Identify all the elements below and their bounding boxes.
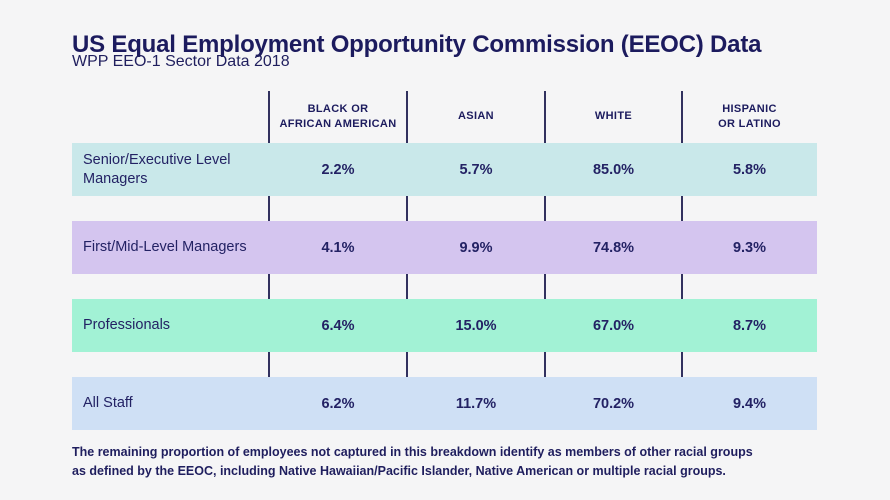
row-label: First/Mid-Level Managers <box>83 239 247 256</box>
value-cell: 9.3% <box>732 239 767 256</box>
column-header-black-or-african-american: BLACK OR AFRICAN AMERICAN <box>269 90 407 143</box>
row-label: Senior/Executive Level Managers <box>83 151 231 187</box>
footnote-line: The remaining proportion of employees no… <box>72 445 753 459</box>
column-header-label: BLACK OR <box>307 102 369 115</box>
value-cell: 6.2% <box>321 395 355 412</box>
column-header-label: HISPANIC <box>722 102 777 115</box>
value-cell: 6.4% <box>321 317 355 334</box>
value-cell: 5.7% <box>459 161 493 178</box>
row-label-header-spacer <box>72 90 269 143</box>
page-title: US Equal Employment Opportunity Commissi… <box>72 31 762 59</box>
value-cell: 8.7% <box>732 317 767 334</box>
value-cell: 85.0% <box>592 161 635 178</box>
value-cell: 9.9% <box>459 239 493 256</box>
column-header-label: WHITE <box>594 110 633 123</box>
page-subtitle: WPP EEO-1 Sector Data 2018 <box>72 53 290 70</box>
table-row-all-staff: All Staff 6.2% 11.7% 70.2% 9.4% <box>72 377 817 430</box>
table-header-row: BLACK OR AFRICAN AMERICAN ASIAN WHITE HI… <box>72 90 817 143</box>
value-cell: 2.2% <box>321 161 355 178</box>
eeoc-table: BLACK OR AFRICAN AMERICAN ASIAN WHITE HI… <box>72 90 817 430</box>
value-cell: 15.0% <box>455 317 497 334</box>
column-header-label: OR LATINO <box>718 117 781 130</box>
table-row-first-mid-level-managers: First/Mid-Level Managers 4.1% 9.9% 74.8%… <box>72 221 817 274</box>
value-cell: 11.7% <box>455 395 497 412</box>
table-row-senior-executive-level-managers: Senior/Executive Level Managers 2.2% 5.7… <box>72 143 817 196</box>
column-header-asian: ASIAN <box>407 90 545 143</box>
value-cell: 9.4% <box>732 395 767 412</box>
value-cell: 70.2% <box>592 395 635 412</box>
column-header-label: AFRICAN AMERICAN <box>279 117 397 130</box>
value-cell: 5.8% <box>732 161 767 178</box>
column-header-white: WHITE <box>545 90 682 143</box>
table-row-professionals: Professionals 6.4% 15.0% 67.0% 8.7% <box>72 299 817 352</box>
row-label: All Staff <box>83 395 133 412</box>
value-cell: 74.8% <box>592 239 635 256</box>
footnote: The remaining proportion of employees no… <box>72 443 753 482</box>
row-label: Professionals <box>83 317 171 334</box>
value-cell: 67.0% <box>592 317 635 334</box>
column-header-label: ASIAN <box>458 110 494 123</box>
footnote-line: as defined by the EEOC, including Native… <box>72 464 726 479</box>
column-header-hispanic-or-latino: HISPANIC OR LATINO <box>682 90 817 143</box>
value-cell: 4.1% <box>321 239 355 256</box>
